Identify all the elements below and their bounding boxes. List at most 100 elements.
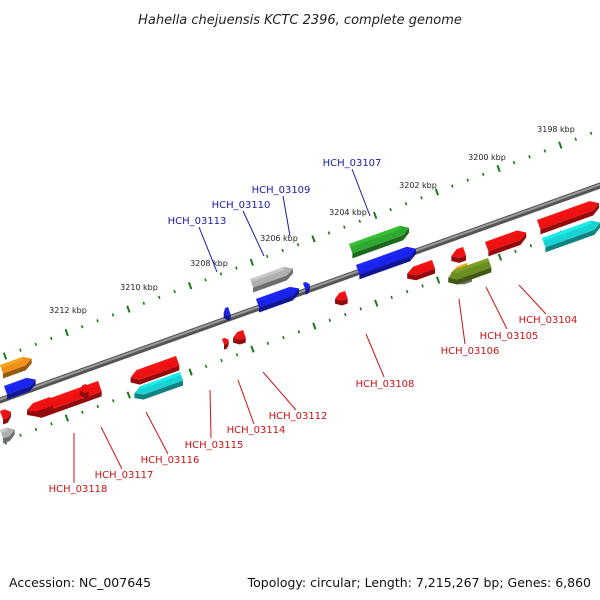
gene-highlight xyxy=(456,247,465,253)
major-tick xyxy=(188,368,193,376)
minor-tick xyxy=(220,358,223,363)
gene-side xyxy=(259,288,299,313)
minor-tick xyxy=(34,342,38,346)
gene-label-bottom: HCH_03115 xyxy=(185,440,244,451)
outer-scale-ring xyxy=(2,131,593,360)
leader-line xyxy=(100,426,123,470)
gene-arrow xyxy=(250,266,293,293)
minor-tick xyxy=(405,289,409,294)
scale-label: 3202 kbp xyxy=(399,181,437,190)
minor-tick xyxy=(589,131,593,136)
gene-arrow xyxy=(0,356,32,379)
leader-line xyxy=(198,226,218,273)
gene-highlight xyxy=(349,225,402,248)
gene-face xyxy=(4,377,36,395)
major-tick xyxy=(374,299,379,307)
gene-side xyxy=(7,379,36,400)
gene-highlight xyxy=(237,330,244,335)
gene-arrow xyxy=(222,337,229,350)
gene-arrow xyxy=(485,230,527,257)
gene-arrow xyxy=(448,258,492,285)
gene-highlight xyxy=(0,409,6,414)
minor-tick xyxy=(514,249,517,254)
major-tick xyxy=(249,258,254,266)
major-tick xyxy=(64,328,69,337)
leader-line xyxy=(209,389,212,439)
gene-features xyxy=(0,201,600,444)
gene-face xyxy=(223,307,231,316)
minor-tick xyxy=(19,433,22,437)
gene-highlight xyxy=(82,384,87,388)
minor-tick xyxy=(96,319,99,323)
leader-line xyxy=(365,333,385,378)
minor-tick xyxy=(142,301,146,305)
gene-side xyxy=(134,380,184,400)
major-tick xyxy=(126,391,131,399)
scale-label: 3208 kbp xyxy=(190,259,228,268)
gene-highlight xyxy=(250,266,285,282)
gene-arrow xyxy=(27,397,54,417)
gene-side xyxy=(3,429,15,444)
leader-line xyxy=(351,168,371,217)
minor-tick xyxy=(466,178,470,182)
gene-side xyxy=(224,339,229,350)
minor-tick xyxy=(528,155,531,159)
gene-arrow xyxy=(79,384,89,398)
minor-tick xyxy=(328,318,332,323)
minor-tick xyxy=(235,266,238,270)
gene-arrow xyxy=(335,291,348,306)
minor-tick xyxy=(204,364,208,368)
major-tick xyxy=(312,322,317,330)
major-tick xyxy=(435,276,441,284)
scale-label: 3204 kbp xyxy=(329,208,367,217)
gene-arrow xyxy=(223,307,231,321)
gene-side xyxy=(545,222,600,253)
gene-face xyxy=(0,356,32,374)
major-tick xyxy=(373,211,378,220)
minor-tick xyxy=(81,410,84,414)
gene-label-top: HCH_03113 xyxy=(168,216,227,227)
gene-arrow xyxy=(0,427,15,444)
gene-highlight xyxy=(457,263,468,269)
minor-tick xyxy=(96,404,100,409)
minor-tick xyxy=(343,225,346,229)
minor-tick xyxy=(389,207,392,212)
leader-line xyxy=(262,371,297,411)
scale-labels: 3198 kbp 3200 kbp 3202 kbp 3204 kbp 3206 kbp… xyxy=(49,125,575,315)
gene-highlight xyxy=(4,377,28,389)
minor-tick xyxy=(204,278,207,282)
gene-highlight xyxy=(413,260,434,270)
gene-highlight xyxy=(140,372,182,390)
major-tick xyxy=(64,414,69,422)
gene-side xyxy=(407,268,436,281)
leader-line xyxy=(458,298,466,345)
gene-arrow xyxy=(134,372,184,400)
scale-label: 3210 kbp xyxy=(120,283,158,292)
gene-highlight xyxy=(356,246,409,269)
gene-highlight xyxy=(222,337,226,341)
major-tick xyxy=(558,141,563,149)
gene-face xyxy=(256,286,299,308)
gene-side xyxy=(253,268,293,293)
gene-arrow xyxy=(356,246,417,280)
major-tick xyxy=(187,282,193,290)
minor-tick xyxy=(574,137,577,141)
gene-face xyxy=(250,266,293,288)
gene-side xyxy=(79,390,89,398)
scale-label: 3212 kbp xyxy=(49,306,87,315)
gene-arrow xyxy=(451,247,467,263)
gene-label-bottom: HCH_03118 xyxy=(49,484,108,495)
genome-summary: Topology: circular; Length: 7,215,267 bp… xyxy=(247,575,591,590)
minor-tick xyxy=(344,312,347,317)
minor-tick xyxy=(543,149,547,153)
leader-line xyxy=(145,411,169,455)
map-title: Hahella chejuensis KCTC 2396, complete g… xyxy=(138,13,462,28)
minor-tick xyxy=(19,348,22,352)
minor-tick xyxy=(157,295,161,300)
scale-label: 3206 kbp xyxy=(260,234,298,243)
gene-arrow xyxy=(303,281,310,295)
gene-label-top: HCH_03110 xyxy=(212,200,271,211)
gene-arrow xyxy=(4,377,36,400)
minor-tick xyxy=(296,243,300,247)
